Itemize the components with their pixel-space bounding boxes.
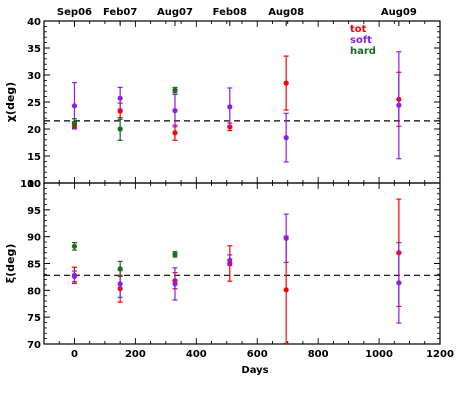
x-tick-label: 1000 (365, 349, 393, 360)
y-tick-label: 90 (27, 233, 41, 244)
y-tick-label: 70 (27, 340, 41, 351)
y-tick-label: 80 (27, 286, 41, 297)
data-point (71, 120, 78, 126)
data-point (227, 104, 233, 110)
y-tick-label: 30 (27, 71, 41, 82)
data-point (71, 243, 78, 249)
y-axis-label: ξ(deg) (4, 244, 17, 284)
data-point (117, 281, 123, 287)
epoch-label: Aug07 (157, 7, 193, 18)
x-axis-label: Days (241, 365, 268, 376)
data-point (283, 135, 289, 141)
y-tick-label: 35 (27, 44, 41, 55)
epoch-label: Sep06 (57, 7, 92, 18)
y-tick-label: 25 (27, 98, 41, 109)
x-tick-label: 600 (247, 349, 268, 360)
data-point (172, 108, 178, 114)
y-axis-label: χ(deg) (4, 82, 17, 122)
y-tick-label: 15 (27, 152, 41, 163)
data-point (172, 87, 178, 93)
data-point (283, 80, 289, 86)
data-point (172, 130, 178, 136)
data-point (227, 257, 233, 263)
data-point (117, 95, 123, 101)
y-tick-label: 75 (27, 313, 41, 324)
data-point (172, 251, 178, 257)
data-point (71, 103, 78, 109)
data-point (396, 102, 402, 108)
plot-frame (43, 182, 441, 345)
y-tick-label: 85 (27, 260, 41, 271)
y-tick-label: 20 (27, 125, 41, 136)
epoch-label: Feb08 (213, 7, 247, 18)
y-tick-label: 10 (27, 179, 41, 190)
data-point (117, 266, 123, 272)
data-point (71, 273, 78, 279)
x-tick-label: 0 (71, 349, 78, 360)
data-point (117, 126, 123, 132)
data-point (283, 235, 289, 241)
x-tick-label: 200 (125, 349, 146, 360)
y-tick-label: 100 (20, 179, 41, 190)
x-tick-label: 1200 (426, 349, 454, 360)
top-panel: 10 15 20 25 30 35 40 Sep06 Feb07 Aug07 Feb08 Aug08 A… (4, 7, 441, 190)
data-point (172, 281, 178, 287)
legend-entry: soft (350, 35, 372, 46)
epoch-label: Aug09 (381, 7, 417, 18)
legend-entry: tot (350, 24, 367, 35)
data-point (117, 108, 123, 114)
plot-frame (43, 20, 441, 184)
x-tick-label: 800 (308, 349, 329, 360)
legend-entry: hard (350, 46, 376, 57)
x-tick-label: 400 (186, 349, 207, 360)
y-tick-label: 40 (27, 17, 41, 28)
y-tick-label: 95 (27, 206, 41, 217)
data-point (396, 280, 402, 286)
epoch-label: Feb07 (103, 7, 137, 18)
epoch-label: Aug08 (268, 7, 304, 18)
data-point (283, 287, 289, 293)
